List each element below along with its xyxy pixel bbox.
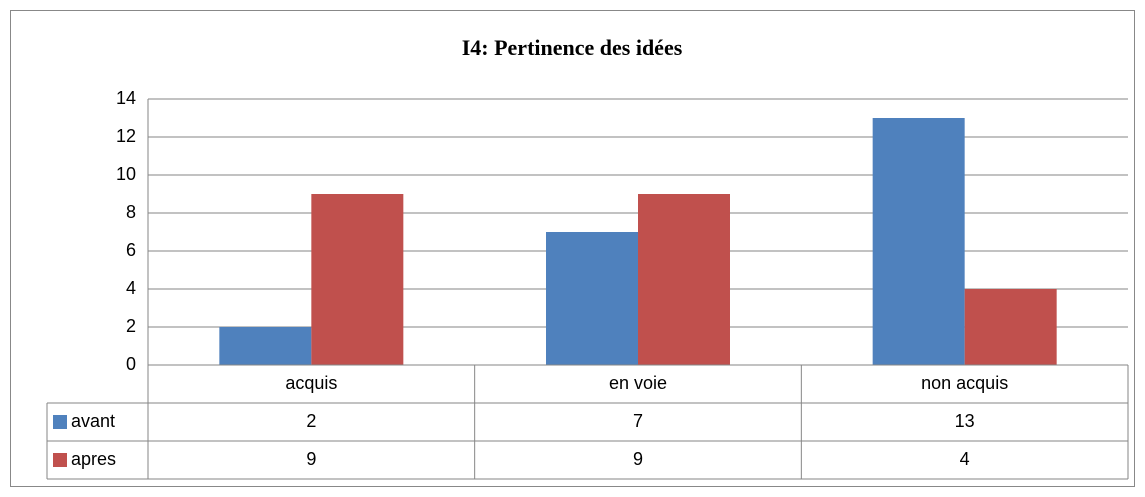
y-tick-label: 2 — [126, 316, 136, 336]
y-tick-label: 4 — [126, 278, 136, 298]
x-tick-label: acquis — [285, 373, 337, 393]
table-value: 4 — [960, 449, 970, 469]
table-value: 2 — [306, 411, 316, 431]
y-tick-label: 12 — [116, 126, 136, 146]
legend-key — [53, 453, 67, 467]
bar — [546, 232, 638, 365]
x-tick-label: en voie — [609, 373, 667, 393]
table-value: 13 — [955, 411, 975, 431]
y-tick-label: 14 — [116, 88, 136, 108]
table-value: 9 — [633, 449, 643, 469]
y-tick-label: 8 — [126, 202, 136, 222]
bar — [872, 118, 965, 365]
bar — [638, 194, 730, 365]
table-value: 9 — [306, 449, 316, 469]
x-tick-label: non acquis — [921, 373, 1008, 393]
legend-key — [53, 415, 67, 429]
bar — [219, 327, 312, 365]
bar — [311, 194, 404, 365]
y-tick-label: 10 — [116, 164, 136, 184]
table-value: 7 — [633, 411, 643, 431]
chart-title: I4: Pertinence des idées — [462, 35, 683, 60]
y-tick-label: 0 — [126, 354, 136, 374]
bar — [964, 289, 1057, 365]
legend-label: apres — [71, 449, 116, 469]
y-tick-label: 6 — [126, 240, 136, 260]
legend-label: avant — [71, 411, 115, 431]
